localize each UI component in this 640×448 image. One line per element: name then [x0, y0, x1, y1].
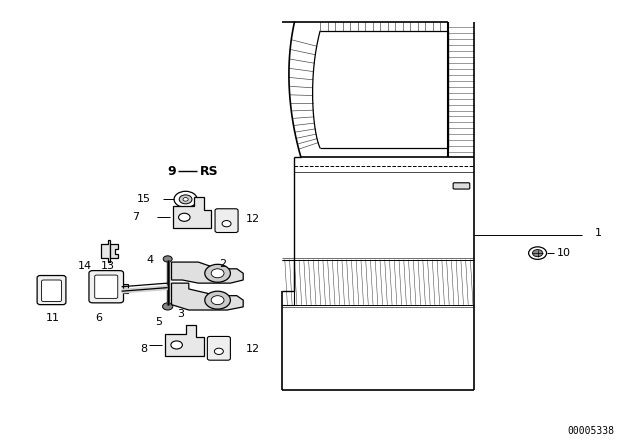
- Circle shape: [183, 198, 188, 201]
- Circle shape: [211, 296, 224, 305]
- Text: 12: 12: [246, 344, 260, 353]
- Circle shape: [163, 256, 172, 262]
- Text: 2: 2: [219, 259, 227, 269]
- FancyBboxPatch shape: [95, 275, 118, 298]
- Text: 10: 10: [557, 248, 571, 258]
- Circle shape: [205, 291, 230, 309]
- Text: 14: 14: [78, 261, 92, 271]
- Circle shape: [163, 303, 173, 310]
- Circle shape: [532, 250, 543, 257]
- Text: 3: 3: [177, 309, 184, 319]
- Text: 8: 8: [140, 345, 147, 354]
- Polygon shape: [172, 283, 243, 310]
- Text: 9: 9: [168, 164, 176, 178]
- Text: 00005338: 00005338: [568, 426, 614, 436]
- Text: 4: 4: [147, 255, 154, 265]
- Text: 5: 5: [156, 317, 162, 327]
- FancyBboxPatch shape: [37, 276, 66, 305]
- Circle shape: [171, 341, 182, 349]
- FancyBboxPatch shape: [453, 183, 470, 189]
- FancyBboxPatch shape: [215, 209, 238, 233]
- Circle shape: [179, 213, 190, 221]
- Circle shape: [205, 264, 230, 282]
- Polygon shape: [118, 284, 128, 293]
- Text: 1: 1: [595, 228, 602, 238]
- Circle shape: [222, 220, 231, 227]
- Polygon shape: [165, 325, 204, 356]
- Polygon shape: [110, 244, 118, 258]
- Text: 15: 15: [136, 194, 150, 204]
- FancyBboxPatch shape: [207, 336, 230, 360]
- Text: 12: 12: [246, 214, 260, 224]
- Circle shape: [214, 348, 223, 354]
- Circle shape: [179, 195, 192, 204]
- Text: 11: 11: [45, 313, 60, 323]
- Text: 6: 6: [96, 313, 102, 323]
- Polygon shape: [172, 262, 243, 283]
- Polygon shape: [101, 240, 110, 262]
- FancyBboxPatch shape: [42, 280, 61, 302]
- Circle shape: [211, 269, 224, 278]
- Polygon shape: [173, 197, 211, 228]
- Text: RS: RS: [200, 164, 218, 178]
- Text: 7: 7: [132, 212, 140, 222]
- FancyBboxPatch shape: [89, 271, 124, 303]
- Text: 13: 13: [100, 261, 115, 271]
- Circle shape: [529, 247, 547, 259]
- Circle shape: [174, 191, 197, 207]
